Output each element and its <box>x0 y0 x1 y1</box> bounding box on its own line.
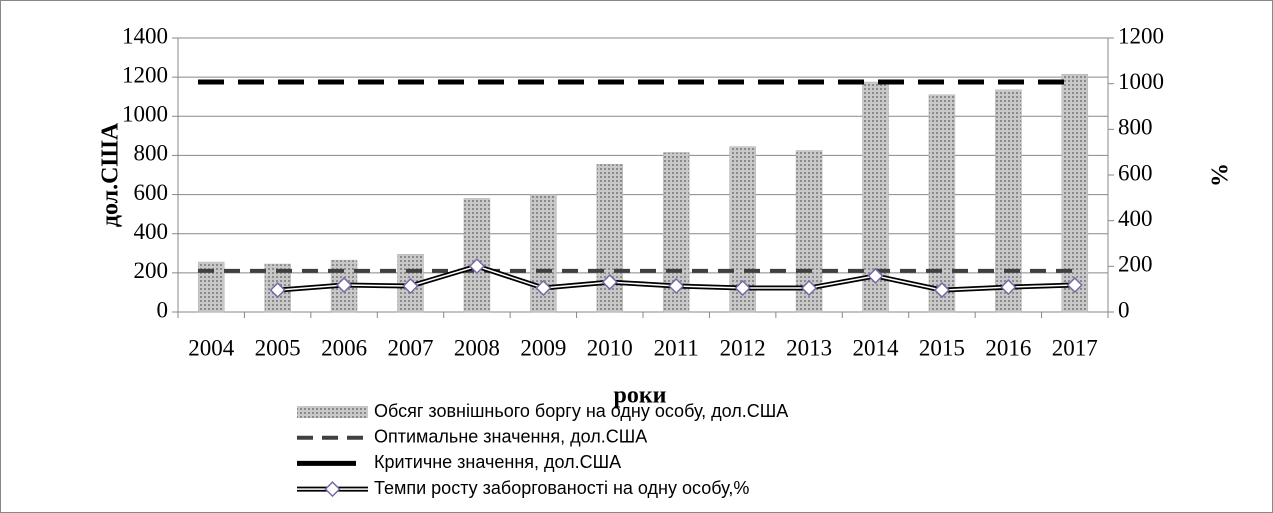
x-tick-label: 2007 <box>388 335 434 360</box>
marker <box>1000 279 1017 296</box>
y-tick-label: 400 <box>134 219 169 244</box>
bar <box>463 198 491 313</box>
x-tick-label: 2013 <box>786 335 832 360</box>
marker <box>402 277 419 295</box>
y2-tick-label: 400 <box>1118 206 1153 231</box>
x-tick-label: 2010 <box>587 335 633 360</box>
y2-axis-label: % <box>1208 163 1234 187</box>
legend-swatch <box>297 406 368 418</box>
y-tick-label: 800 <box>134 141 169 166</box>
legend-label: Темпи росту заборгованості на одну особу… <box>374 478 749 498</box>
y-tick-label: 200 <box>134 258 169 283</box>
marker <box>933 282 950 299</box>
x-tick-label: 2016 <box>985 335 1031 360</box>
x-tick-label: 2009 <box>520 335 566 360</box>
marker <box>668 277 685 295</box>
y2-tick-label: 0 <box>1118 297 1130 322</box>
x-tick-label: 2008 <box>454 335 500 360</box>
y-tick-label: 1200 <box>122 62 168 87</box>
marker <box>336 276 353 294</box>
marker <box>269 282 286 299</box>
y2-tick-label: 1000 <box>1118 69 1164 94</box>
y-tick-label: 0 <box>157 297 169 322</box>
marker <box>734 279 751 297</box>
marker <box>1066 276 1083 294</box>
marker <box>468 258 485 275</box>
x-tick-label: 2005 <box>255 335 301 360</box>
bar <box>995 89 1022 313</box>
y-tick-label: 1400 <box>122 23 168 48</box>
legend-swatch <box>324 481 341 498</box>
y-tick-label: 1000 <box>122 102 168 127</box>
x-tick-label: 2014 <box>853 335 900 360</box>
y2-tick-label: 1200 <box>1118 23 1164 48</box>
legend-label: Обсяг зовнішнього боргу на одну особу, д… <box>374 401 788 421</box>
marker <box>801 279 818 297</box>
bar <box>928 94 956 313</box>
x-tick-label: 2004 <box>188 335 235 360</box>
bar <box>1061 73 1089 313</box>
y2-tick-label: 600 <box>1118 160 1153 185</box>
marker <box>601 274 618 291</box>
marker <box>535 279 552 297</box>
y-axis-label: дол.США <box>98 122 124 227</box>
legend-label: Критичне значення, дол.США <box>374 452 621 472</box>
marker <box>867 267 884 284</box>
y-tick-label: 600 <box>134 180 169 205</box>
y2-tick-label: 200 <box>1118 252 1153 277</box>
x-tick-label: 2015 <box>919 335 965 360</box>
x-axis-label: роки <box>613 383 666 409</box>
x-tick-label: 2011 <box>654 335 699 360</box>
x-tick-label: 2012 <box>720 335 766 360</box>
x-tick-label: 2017 <box>1052 335 1098 360</box>
x-tick-label: 2006 <box>321 335 367 360</box>
y2-tick-label: 800 <box>1118 115 1153 140</box>
legend-label: Оптимальне значення, дол.США <box>374 426 647 446</box>
